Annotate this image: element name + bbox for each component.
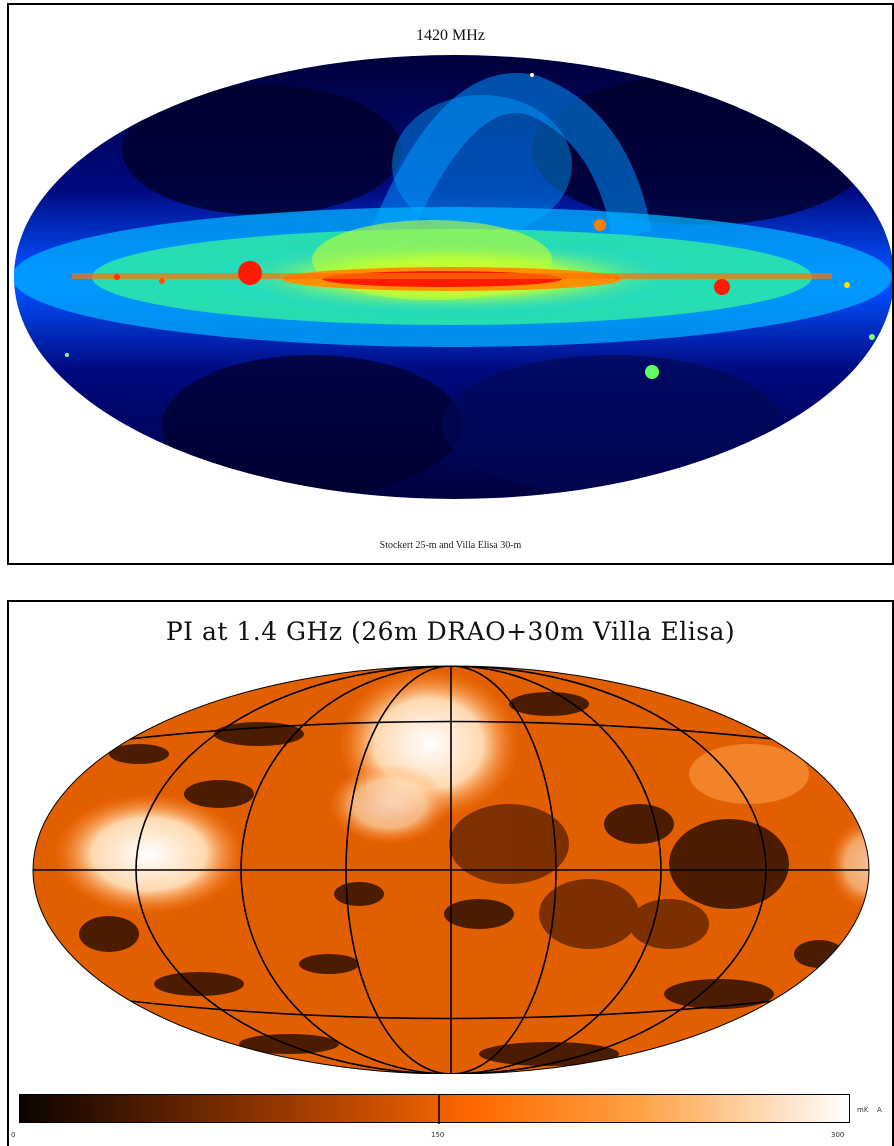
colorbar-tick-mid: 150 — [431, 1131, 445, 1139]
colorbar-tick-max: 300 — [831, 1131, 845, 1139]
colorbar-unit-extra: A — [877, 1106, 882, 1114]
top-panel-caption: Stockert 25-m and Villa Elisa 30-m — [379, 540, 522, 551]
allsky-map-polarized-intensity — [32, 665, 870, 1074]
colorbar-unit: mK — [857, 1106, 869, 1114]
allsky-map-1420mhz — [14, 55, 892, 499]
bottom-panel: PI at 1.4 GHz (26m DRAO+30m Villa Elisa) — [7, 600, 894, 1146]
colorbar-scale — [19, 1094, 850, 1124]
colorbar: 0 150 300 mK A — [11, 1094, 882, 1139]
top-panel: 1420 MHz — [7, 3, 894, 565]
top-panel-title: 1420 MHz — [416, 27, 485, 44]
bottom-panel-title: PI at 1.4 GHz (26m DRAO+30m Villa Elisa) — [165, 617, 736, 646]
colorbar-tick-min: 0 — [11, 1131, 16, 1139]
